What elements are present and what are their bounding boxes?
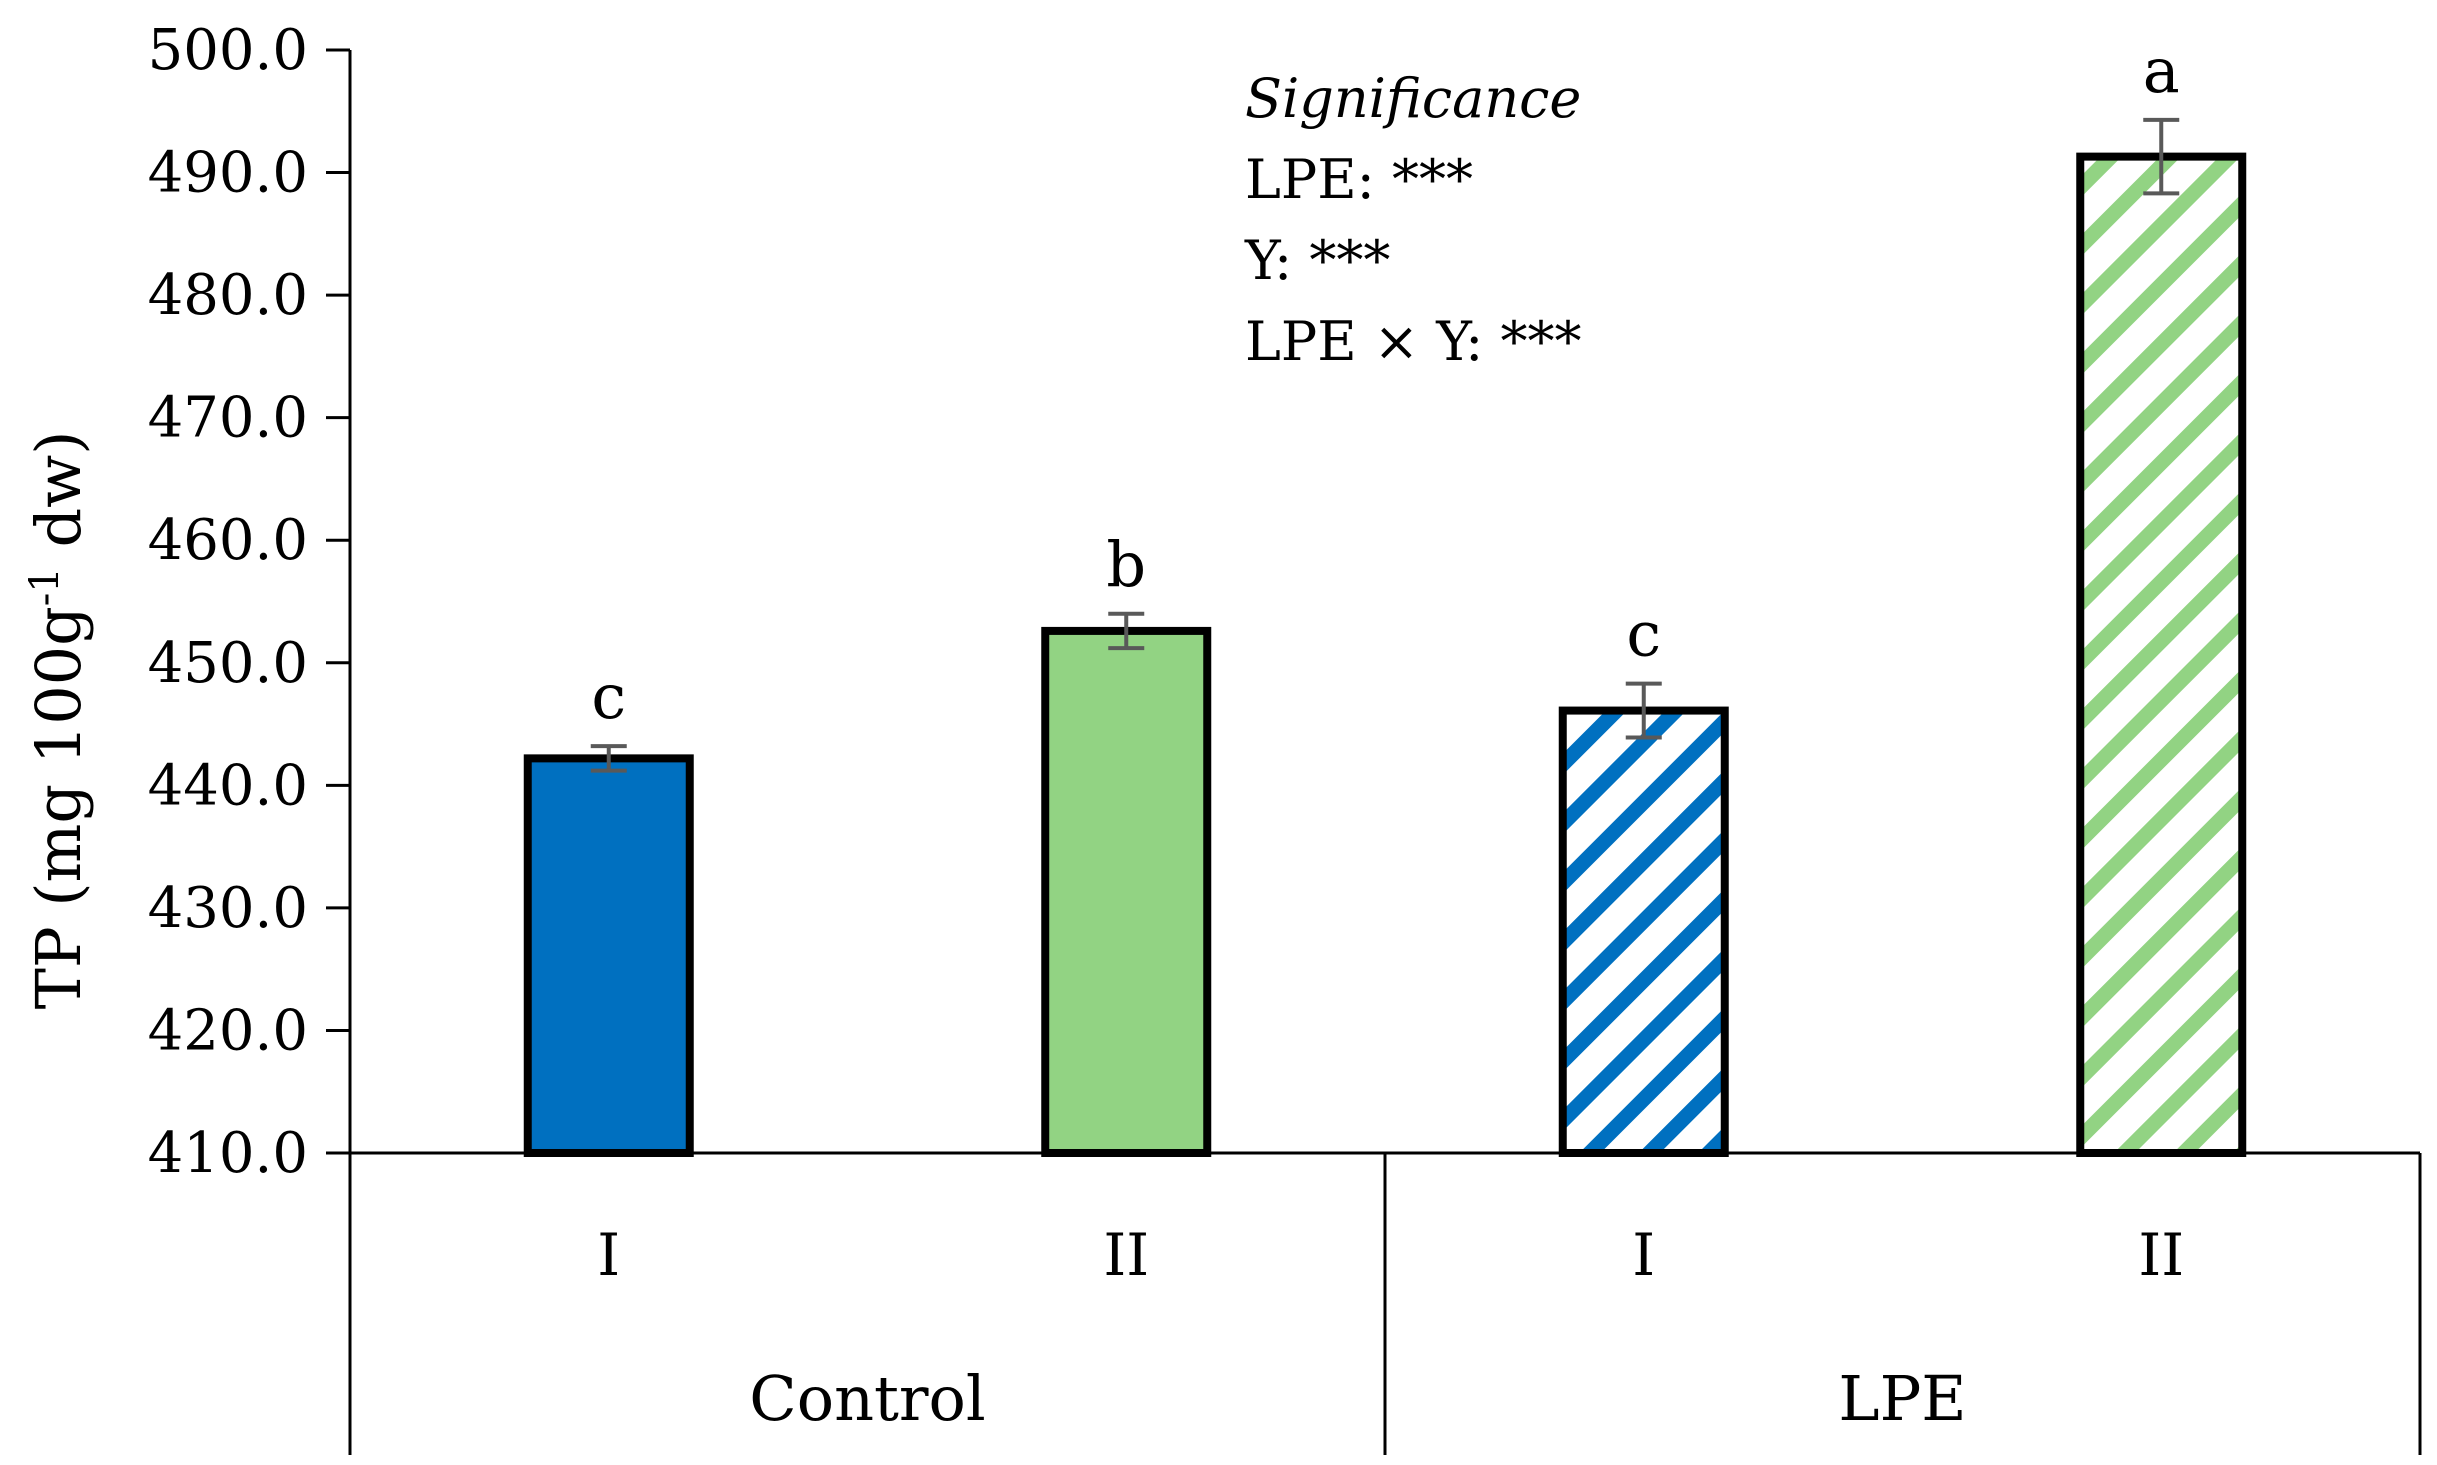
axes: 410.0 420.0 430.0 440.0 450.0 460.0 470.0 480.0… [148, 18, 352, 1186]
y-tick-label: 410.0 [148, 1121, 308, 1186]
y-tick-label: 420.0 [148, 998, 308, 1063]
x-category-label: I [597, 1221, 620, 1289]
y-tick-label: 460.0 [148, 508, 308, 573]
bar-lpe-ii [2076, 152, 2247, 1157]
y-tick-label: 470.0 [148, 386, 308, 451]
bars: c b c a [523, 34, 2247, 1158]
significance-letter: b [1106, 528, 1146, 601]
significance-letter: c [1626, 598, 1661, 671]
y-tick-label: 500.0 [148, 18, 308, 83]
x-category-label: II [1103, 1221, 1149, 1289]
y-tick-label: 430.0 [148, 876, 308, 941]
y-axis-label: TP (mg 100g-1 dw) [22, 431, 95, 1010]
y-tick-label: 440.0 [148, 753, 308, 818]
significance-letter: a [2143, 34, 2180, 107]
bar-control-i [523, 754, 694, 1157]
significance-letter: c [591, 660, 626, 733]
y-tick-label: 450.0 [148, 631, 308, 696]
annotation-title: Significance [1245, 67, 1581, 130]
x-group-label: Control [749, 1362, 985, 1435]
bar-lpe-i [1558, 706, 1729, 1158]
annotation-line-lpe: LPE: *** [1245, 148, 1473, 211]
bar-control-ii [1041, 626, 1212, 1157]
x-category-label: II [2138, 1221, 2184, 1289]
annotation-line-interaction: LPE × Y: *** [1245, 310, 1582, 373]
x-category-label: I [1632, 1221, 1655, 1289]
y-tick-label: 480.0 [148, 263, 308, 328]
significance-annotation: Significance LPE: *** Y: *** LPE × Y: **… [1244, 67, 1582, 373]
y-tick-label: 490.0 [148, 141, 308, 206]
x-group-label: LPE [1838, 1362, 1966, 1435]
annotation-line-y: Y: *** [1244, 229, 1390, 292]
